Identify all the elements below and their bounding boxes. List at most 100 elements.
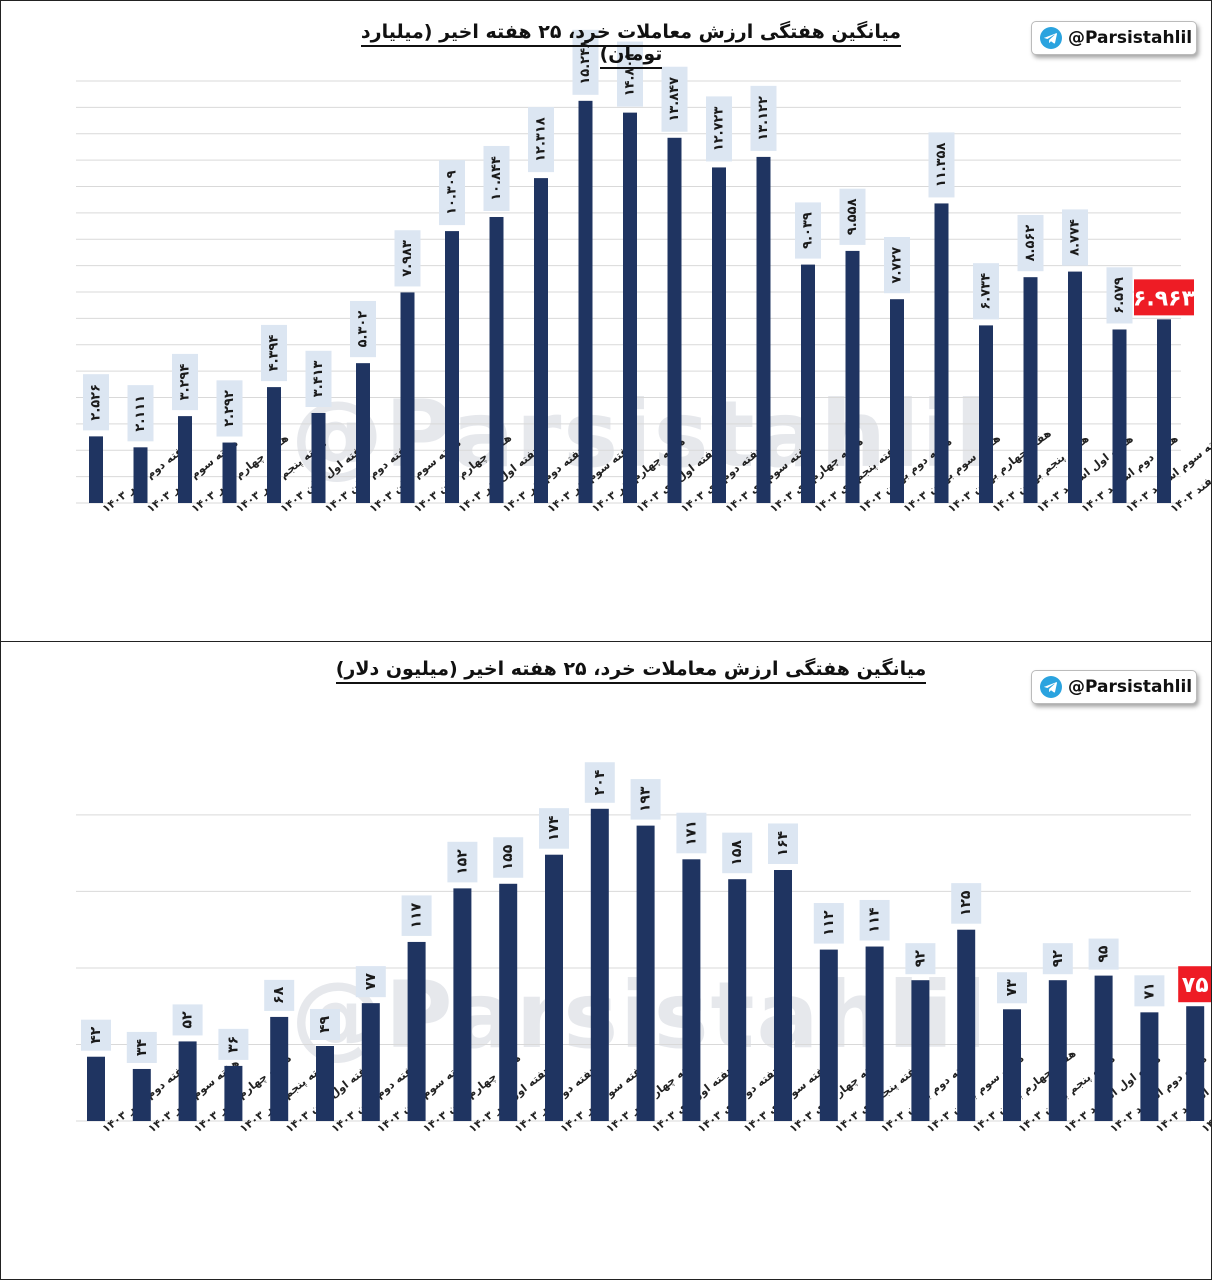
data-label-group: ۱۴.۸۰۱ (617, 41, 643, 107)
bar (499, 883, 518, 1121)
data-label-group: ۲.۱۱۱ (127, 385, 154, 442)
data-label: ۱۳.۸۴۷ (667, 77, 682, 122)
data-label-group: ۴۹ (310, 1008, 340, 1041)
bar (1003, 1009, 1021, 1121)
data-label-group: ۱۱۴ (859, 899, 890, 941)
data-label-highlight: ۶.۹۶۳ (1133, 279, 1196, 316)
data-label: ۱۱.۳۵۸ (934, 143, 949, 188)
bar (578, 100, 593, 504)
chart-panel-toman: @Parsistahlil ۲.۵۲۶ هفته دوم مهر ۱۴۰۳ ۲.۱۱… (0, 0, 1212, 642)
data-label-group: ۱۷۴ (539, 808, 569, 849)
data-label-group: ۱۵۲ (447, 841, 478, 883)
chart-title: میانگین هفتگی ارزش معاملات خرد، ۲۵ هفته … (331, 658, 931, 684)
data-label-box (439, 160, 465, 226)
bar (489, 216, 504, 503)
data-label-group: ۴.۳۹۴ (261, 324, 287, 382)
bar (623, 112, 637, 503)
data-label-group: ۲.۲۹۲ (216, 380, 243, 437)
bar (712, 167, 726, 503)
data-label-group: ۸.۷۷۴ (1062, 209, 1088, 266)
data-label-box (264, 979, 295, 1011)
data-label-box (172, 353, 198, 411)
data-label: ۱۰.۸۴۴ (489, 156, 504, 201)
channel-handle: @Parsistahlil (1068, 677, 1193, 697)
data-label-box (1134, 279, 1194, 316)
bar (1094, 975, 1113, 1121)
bar (1186, 1006, 1205, 1121)
data-label-group: ۱۹۳ (630, 779, 661, 820)
data-label: ۷۵ (1182, 973, 1209, 998)
data-label: ۱۲.۷۲۳ (712, 107, 727, 152)
data-label-group: ۷.۹۸۳ (394, 230, 421, 287)
bar (222, 442, 237, 503)
bar (911, 980, 930, 1121)
data-label: ۱۳.۱۲۲ (756, 96, 771, 141)
data-label-group: ۳.۴۱۳ (305, 350, 332, 407)
data-label-box (126, 1031, 157, 1063)
data-label: ۳.۲۹۴ (178, 364, 193, 401)
bar (934, 203, 949, 504)
data-label-group: ۳۶ (218, 1028, 249, 1060)
data-label: ۱۰.۳۰۹ (445, 170, 460, 215)
data-label: ۱۱۲ (821, 910, 837, 936)
data-label-group: ۱۰.۸۴۴ (483, 145, 510, 211)
bar (224, 1065, 243, 1121)
bar (957, 929, 976, 1121)
channel-handle: @Parsistahlil (1068, 28, 1193, 48)
data-label: ۴۲ (88, 1026, 104, 1044)
bar (361, 1003, 380, 1121)
data-label-group: ۹.۰۳۹ (795, 202, 821, 259)
data-label-box (1042, 943, 1073, 975)
data-label-group: ۱۱.۳۵۸ (928, 132, 955, 198)
bar (270, 1016, 289, 1121)
data-label-box (839, 188, 866, 245)
data-label-box (394, 230, 421, 287)
bar (1048, 980, 1067, 1121)
data-label: ۶۸ (271, 986, 287, 1004)
bar (1068, 271, 1082, 503)
bar (89, 436, 103, 503)
data-label: ۷.۷۲۷ (890, 247, 905, 284)
data-label: ۲.۲۹۲ (222, 390, 237, 427)
data-label-box (584, 762, 615, 803)
data-label-group: ۸.۵۶۲ (1017, 214, 1044, 272)
data-label: ۵.۳۰۲ (356, 311, 371, 348)
data-label: ۷.۹۸۳ (400, 240, 415, 277)
data-label: ۷۷ (363, 973, 379, 991)
data-label: ۱۱۷ (409, 902, 425, 928)
data-label: ۴۹ (317, 1015, 333, 1033)
data-label: ۶.۷۳۴ (979, 273, 994, 310)
channel-handle-badge[interactable]: @Parsistahlil (1031, 670, 1197, 704)
data-label-group: ۲.۵۲۶ (83, 374, 109, 431)
channel-handle-badge[interactable]: @Parsistahlil (1031, 21, 1197, 55)
data-label-group: ۱۷۱ (676, 812, 707, 854)
bar (132, 1068, 151, 1121)
bar (445, 231, 459, 503)
data-label: ۱۶۴ (775, 830, 791, 856)
bar (756, 156, 771, 503)
data-label-box (928, 132, 955, 198)
data-label-group: ۱۱۲ (813, 903, 844, 944)
data-label-group: ۷۳ (997, 972, 1027, 1004)
data-label: ۱۵۲ (454, 849, 470, 875)
data-label-box (1178, 966, 1211, 1003)
data-label-box (1088, 938, 1119, 970)
data-label-box (305, 350, 332, 407)
bar (87, 1056, 105, 1121)
data-label: ۹.۰۳۹ (801, 212, 816, 249)
data-label: ۸.۷۷۴ (1068, 219, 1083, 256)
data-label: ۹۵ (1096, 945, 1112, 963)
data-label-group: ۵.۳۰۲ (350, 300, 376, 358)
data-label: ۱۲.۳۱۸ (534, 117, 549, 162)
chart-title: میانگین هفتگی ارزش معاملات خرد، ۲۵ هفته … (331, 21, 931, 69)
data-label-box (617, 41, 643, 107)
data-label-group: ۱۳.۱۲۲ (750, 85, 777, 151)
bar (636, 825, 655, 1121)
data-label-box (951, 883, 982, 924)
data-label-box (310, 1008, 340, 1041)
data-label-box (859, 899, 890, 941)
data-label-group: ۱۲.۳۱۸ (528, 107, 554, 173)
bar (890, 299, 904, 503)
bar (178, 416, 192, 503)
